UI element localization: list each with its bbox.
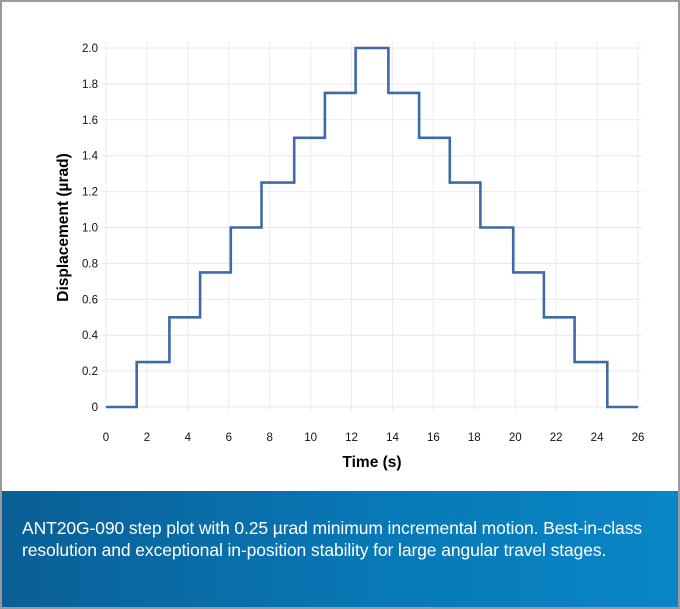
x-tick-label: 4 <box>185 432 192 444</box>
x-tick-label: 0 <box>103 432 109 444</box>
caption-text: ANT20G-090 step plot with 0.25 µrad mini… <box>22 518 642 560</box>
y-tick-label: 0.4 <box>82 330 99 342</box>
y-tick-label: 0.8 <box>82 258 98 270</box>
y-tick-label: 1.0 <box>82 223 98 235</box>
x-tick-label: 24 <box>591 432 604 444</box>
y-tick-label: 0.6 <box>82 294 98 306</box>
caption-band: ANT20G-090 step plot with 0.25 µrad mini… <box>2 491 678 607</box>
y-tick-label: 2.0 <box>82 43 98 55</box>
x-tick-label: 2 <box>144 432 150 444</box>
x-tick-label: 14 <box>386 432 399 444</box>
y-tick-label: 1.8 <box>82 79 98 91</box>
y-axis-title: Displacement (µrad) <box>55 153 72 301</box>
x-tick-label: 16 <box>427 432 440 444</box>
chart-area: 0 0.2 0.4 0.6 0.8 1.0 1.2 1.4 1.6 1.8 2.0 0 2 4 6 8 10 12… <box>2 2 678 491</box>
y-tick-label: 1.4 <box>82 151 99 163</box>
y-tick-label: 1.6 <box>82 115 98 127</box>
x-tick-label: 20 <box>509 432 522 444</box>
x-tick-label: 18 <box>468 432 481 444</box>
y-tick-label: 1.2 <box>82 187 98 199</box>
y-tick-label: 0 <box>92 402 98 414</box>
x-axis-title: Time (s) <box>342 454 401 471</box>
x-tick-label: 12 <box>345 432 358 444</box>
y-tick-label: 0.2 <box>82 366 98 378</box>
plot-background <box>100 40 644 413</box>
x-tick-label: 26 <box>632 432 645 444</box>
displacement-step-line <box>106 46 638 409</box>
x-tick-label: 22 <box>550 432 563 444</box>
x-tick-label: 10 <box>304 432 317 444</box>
step-plot-chart: 00.20.40.60.81.01.21.41.61.82.00 2 4 6 8 10 12… <box>55 40 645 471</box>
x-tick-label: 8 <box>266 432 272 444</box>
x-tick-label: 6 <box>226 432 232 444</box>
